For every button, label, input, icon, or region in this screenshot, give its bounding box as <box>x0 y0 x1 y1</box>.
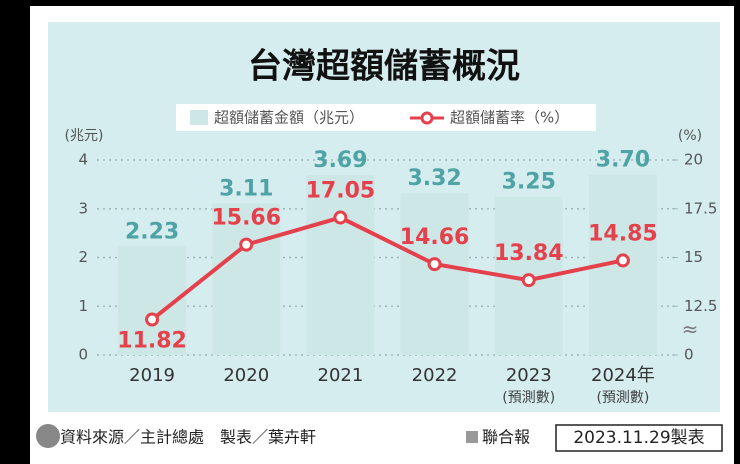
bar-value-label: 3.25 <box>502 170 556 195</box>
line <box>150 215 624 322</box>
x-tick-label: 2020 <box>223 365 269 386</box>
y2-tick-label: 20 <box>684 151 703 169</box>
line-marker <box>521 273 536 288</box>
x-tick-note: (預測數) <box>596 390 649 406</box>
x-tick-label: 2022 <box>412 365 458 386</box>
chart-title: 台灣超額儲蓄概況 <box>248 47 520 87</box>
x-tick-label: 2019 <box>129 365 175 386</box>
bar <box>306 175 375 355</box>
line-value-label: 17.05 <box>306 179 376 204</box>
lens-icon[interactable] <box>36 424 60 448</box>
y2-tick-label: 0 <box>684 346 694 364</box>
line-value-label: 13.84 <box>494 241 564 266</box>
footer-date: 2023.11.29製表 <box>573 428 704 448</box>
bar-value-label: 2.23 <box>125 219 179 244</box>
bar <box>212 203 281 355</box>
bar-value-label: 3.11 <box>219 176 273 201</box>
axis-break: ≈ <box>682 317 699 341</box>
y-tick-label: 4 <box>78 151 88 169</box>
line-value-label: 11.82 <box>117 329 187 354</box>
y2-tick-label: 17.5 <box>684 199 717 217</box>
y2-tick-label: 15 <box>684 248 703 266</box>
y-tick-label: 3 <box>78 199 88 217</box>
line-value-label: 14.66 <box>400 225 470 250</box>
y2-tick-label: 12.5 <box>684 297 717 315</box>
publisher-icon <box>466 431 478 443</box>
legend-swatch <box>420 111 434 125</box>
y2-axis-label: (%) <box>678 128 702 144</box>
x-tick-label: 2023 <box>506 365 552 386</box>
line-value-label: 15.66 <box>211 206 281 231</box>
footer-source: 資料來源／主計總處 製表／葉卉軒 <box>60 428 316 447</box>
line-value-label: 14.85 <box>588 221 658 246</box>
y-tick-label: 2 <box>78 248 88 266</box>
line-marker <box>145 312 160 327</box>
date-box <box>555 424 723 452</box>
bar-value-label: 3.69 <box>313 148 367 173</box>
legend-box <box>176 104 596 131</box>
footer-publisher: 聯合報 <box>482 428 530 447</box>
x-tick-label: 2021 <box>318 365 364 386</box>
y-tick-label: 1 <box>78 297 88 315</box>
x-tick-note: (預測數) <box>502 390 555 406</box>
bar-value-label: 3.32 <box>407 166 461 191</box>
y-axis-label: (兆元) <box>65 128 104 144</box>
legend-label: 超額儲蓄率（%） <box>450 109 569 127</box>
legend-label: 超額儲蓄金額（兆元） <box>214 109 364 127</box>
line-marker <box>239 237 254 252</box>
bar <box>400 193 469 355</box>
line-marker <box>333 210 348 225</box>
y-tick-label: 0 <box>78 346 88 364</box>
legend-swatch <box>190 110 208 125</box>
x-tick-label: 2024年 <box>591 365 655 386</box>
line-marker <box>615 253 630 268</box>
bar-value-label: 3.70 <box>596 148 650 173</box>
line-marker <box>427 257 442 272</box>
